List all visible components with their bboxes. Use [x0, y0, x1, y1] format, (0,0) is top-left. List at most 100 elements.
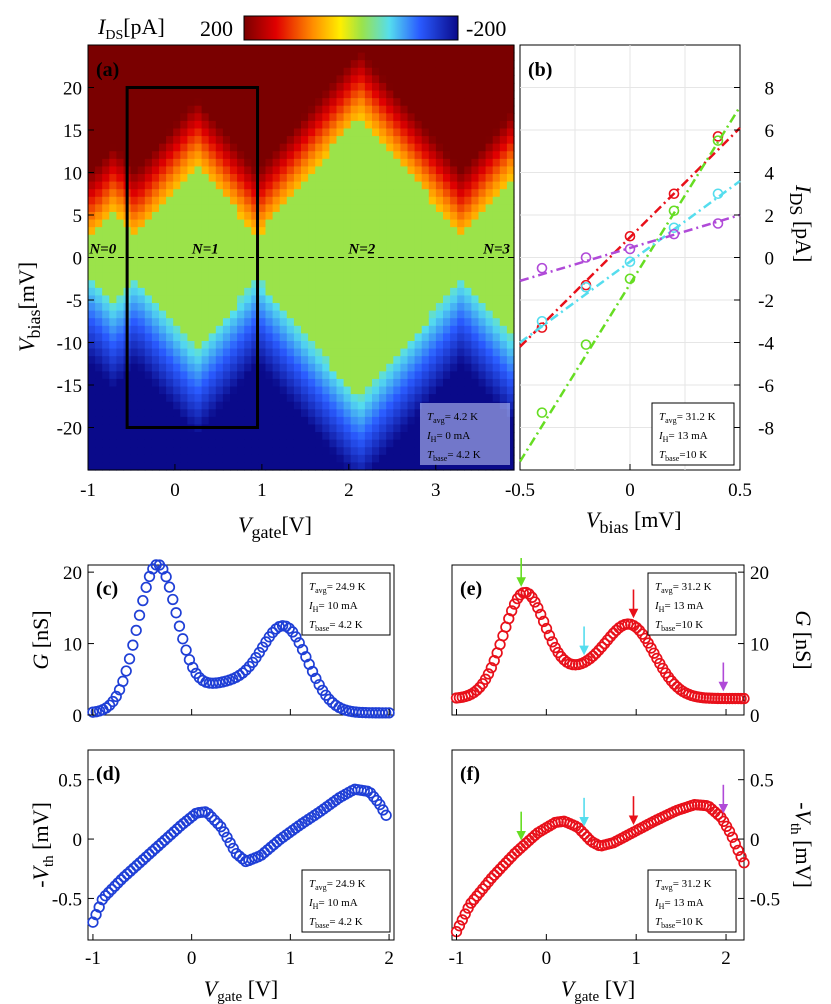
- heatmap-cell: [457, 105, 465, 114]
- heatmap-cell: [201, 143, 210, 152]
- data-point: [140, 851, 152, 863]
- heatmap-cell: [485, 340, 494, 350]
- heatmap-cell: [301, 356, 309, 365]
- heatmap-cell: [180, 257, 188, 266]
- data-points: [87, 783, 392, 928]
- heatmap-cell: [499, 219, 508, 228]
- heatmap-cell: [407, 356, 416, 365]
- heatmap-cell: [222, 371, 231, 380]
- heatmap-cell: [230, 401, 238, 410]
- heatmap-cell: [265, 325, 274, 334]
- heatmap-cell: [265, 60, 274, 69]
- heatmap-cell: [322, 371, 330, 380]
- y-tick-label: -6: [758, 376, 774, 397]
- heatmap-cell: [400, 227, 409, 236]
- heatmap-cell: [151, 318, 160, 327]
- heatmap-cell: [379, 424, 387, 433]
- heatmap-cell: [329, 234, 338, 243]
- heatmap-cell: [251, 386, 259, 395]
- data-point: [177, 633, 189, 645]
- heatmap-cell: [279, 295, 288, 304]
- heatmap-cell: [464, 158, 472, 168]
- heatmap-cell: [407, 424, 416, 433]
- data-point: [543, 629, 556, 642]
- heatmap-cell: [492, 371, 501, 380]
- heatmap-cell: [215, 386, 224, 395]
- heatmap-cell: [492, 60, 501, 69]
- heatmap-cell: [286, 67, 295, 76]
- heatmap-cell: [336, 280, 345, 289]
- heatmap-cell: [244, 196, 252, 205]
- heatmap-cell: [435, 295, 444, 304]
- heatmap-cell: [88, 90, 96, 99]
- heatmap-cell: [336, 333, 345, 342]
- heatmap-cell: [173, 265, 181, 274]
- heatmap-cell: [109, 378, 117, 388]
- heatmap-cell: [102, 60, 110, 69]
- heatmap-cell: [102, 310, 110, 319]
- heatmap-cell: [407, 174, 416, 183]
- heatmap-cell: [180, 52, 188, 61]
- heatmap-cell: [293, 174, 302, 183]
- heatmap-cell: [450, 257, 458, 266]
- heatmap-cell: [428, 181, 437, 190]
- heatmap-cell: [258, 272, 267, 281]
- heatmap-cell: [499, 113, 508, 122]
- heatmap-cell: [265, 227, 274, 236]
- heatmap-cell: [258, 257, 267, 266]
- heatmap-cell: [464, 318, 472, 327]
- heatmap-cell: [485, 280, 494, 289]
- heatmap-cell: [137, 265, 146, 274]
- heatmap-cell: [173, 295, 181, 304]
- heatmap-cell: [159, 128, 167, 137]
- heatmap-cell: [109, 113, 117, 122]
- heatmap-cell: [244, 98, 252, 107]
- heatmap-cell: [159, 196, 167, 205]
- heatmap-cell: [116, 439, 125, 448]
- heatmap-cell: [258, 333, 267, 342]
- heatmap-cell: [222, 454, 231, 464]
- heatmap-cell: [201, 67, 210, 76]
- data-point-purple: [668, 228, 680, 240]
- heatmap-cell: [265, 136, 274, 145]
- heatmap-cell: [428, 356, 437, 365]
- heatmap-cell: [364, 105, 373, 114]
- heatmap-cell: [443, 45, 451, 54]
- heatmap-cell: [187, 432, 196, 441]
- heatmap-cell: [443, 310, 451, 319]
- data-point: [120, 665, 132, 677]
- heatmap-cell: [144, 136, 153, 145]
- heatmap-cell: [187, 234, 196, 243]
- heatmap-cell: [180, 340, 188, 350]
- heatmap-cell: [180, 67, 188, 76]
- data-point: [290, 631, 302, 643]
- heatmap-cell: [151, 227, 160, 236]
- heatmap-cell: [116, 98, 125, 107]
- heatmap-cell: [372, 98, 380, 107]
- heatmap-cell: [372, 52, 380, 61]
- heatmap-cell: [400, 196, 409, 205]
- heatmap-cell: [237, 454, 245, 464]
- data-point-green: [580, 339, 592, 350]
- heatmap-cell: [414, 424, 423, 433]
- heatmap-cell: [492, 287, 501, 297]
- heatmap-cell: [265, 272, 274, 281]
- heatmap-cell: [450, 272, 458, 281]
- heatmap-cell: [109, 158, 117, 168]
- heatmap-cell: [265, 204, 274, 213]
- fit-line-purple: [519, 213, 741, 283]
- heatmap-cell: [357, 234, 366, 243]
- heatmap-cell: [180, 98, 188, 107]
- y-axis-label: -Vth [mV]: [787, 802, 816, 888]
- legend-box: [651, 402, 735, 466]
- heatmap-cell: [116, 196, 125, 205]
- heatmap-cell: [102, 249, 110, 259]
- heatmap-cell: [88, 211, 96, 221]
- heatmap-cell: [222, 249, 231, 259]
- heatmap-cell: [478, 60, 487, 69]
- heatmap-cell: [151, 196, 160, 205]
- heatmap-cell: [166, 378, 174, 388]
- heatmap-cell: [315, 227, 323, 236]
- heatmap-cell: [336, 128, 345, 137]
- heatmap-cell: [251, 67, 259, 76]
